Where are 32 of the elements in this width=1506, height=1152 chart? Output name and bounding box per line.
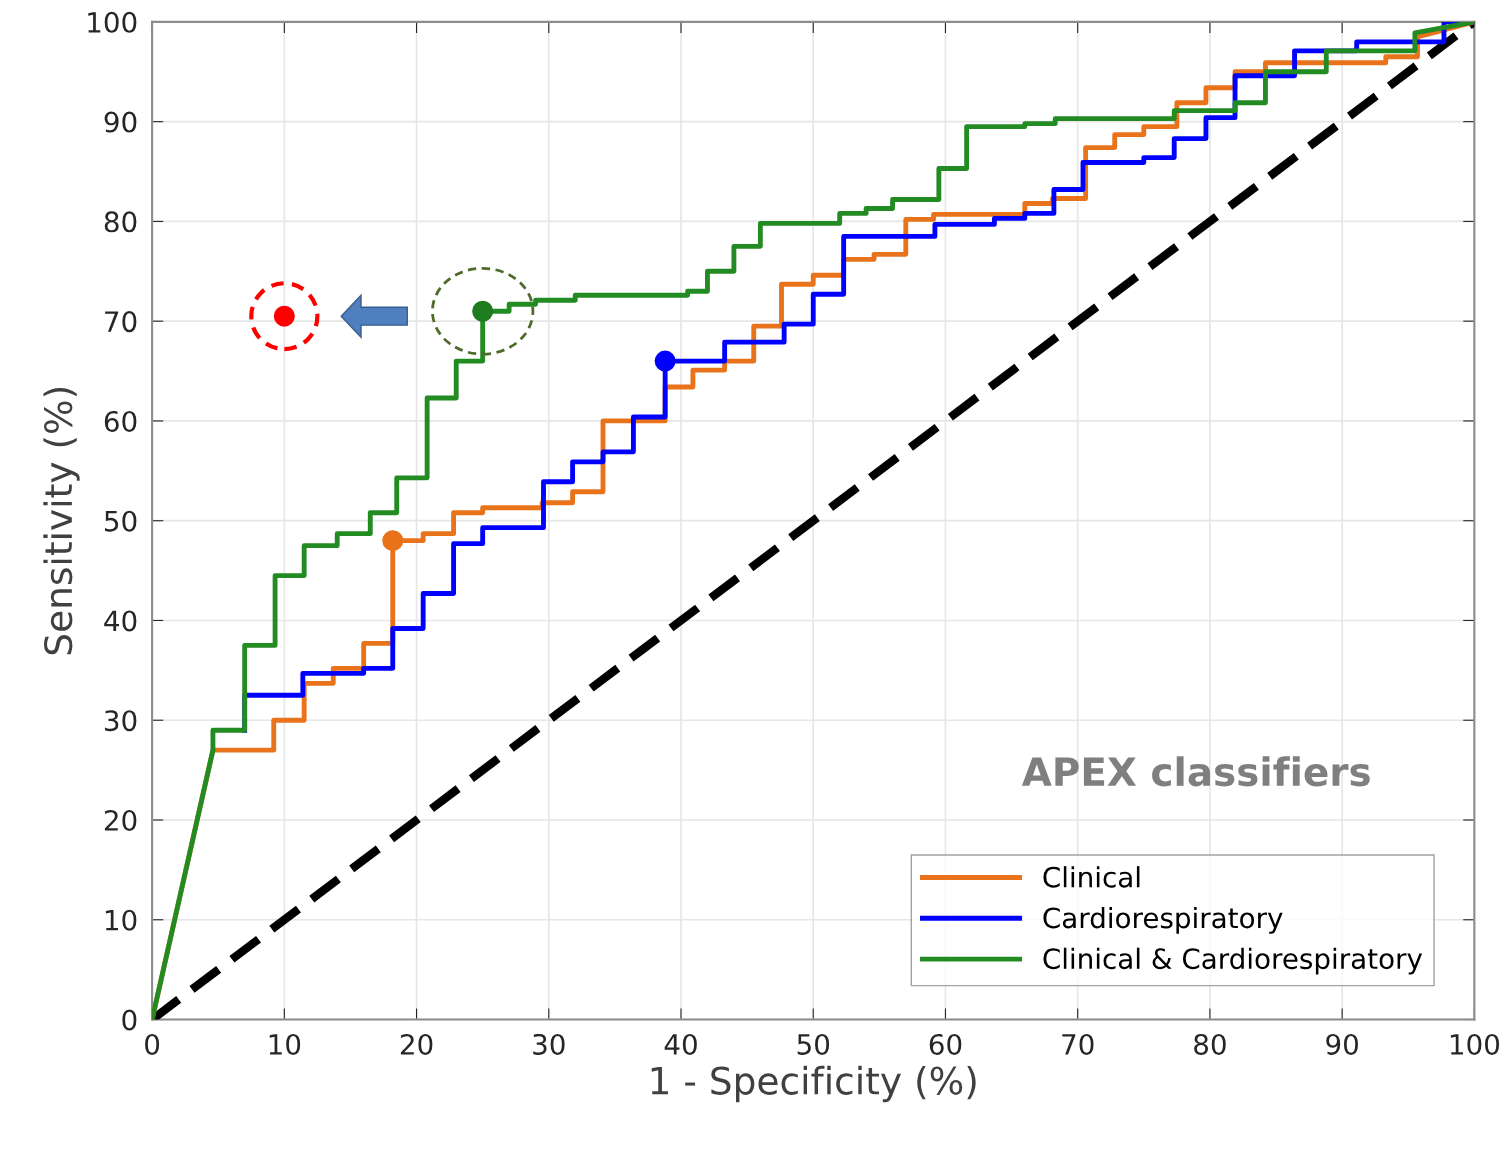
y-tick-label: 0	[122, 1009, 137, 1031]
point	[654, 350, 676, 372]
x-tick-label: 50	[797, 1033, 830, 1055]
legend-label: Clinical	[1043, 866, 1140, 888]
y-tick-label: 10	[105, 909, 137, 931]
point	[249, 281, 320, 352]
x-tick-label: 20	[400, 1033, 433, 1055]
x-tick-label: 30	[533, 1033, 565, 1055]
point	[382, 530, 404, 552]
x-axis-title: 1 - Specificity (%)	[651, 1065, 976, 1103]
x-tick-label: 10	[269, 1033, 301, 1055]
x-tick-label: 60	[929, 1033, 962, 1055]
y-tick-label: 60	[104, 410, 137, 432]
x-tick-label: 70	[1062, 1033, 1094, 1055]
x-tick-label: 40	[664, 1033, 697, 1055]
legend-label: Clinical & Cardiorespiratory	[1043, 947, 1423, 975]
legend-label: Cardiorespiratory	[1043, 906, 1283, 934]
y-tick-label: 40	[104, 610, 137, 632]
y-tick-label: 80	[104, 211, 137, 233]
y-tick-label: 90	[104, 111, 137, 133]
y-tick-label: 30	[104, 710, 137, 732]
y-axis-title: Sensitivity (%)	[43, 387, 80, 655]
y-tick-label: 100	[88, 11, 137, 33]
y-tick-label: 70	[105, 311, 137, 333]
x-tick-label: 100	[1450, 1033, 1500, 1055]
x-tick-label: 0	[145, 1033, 160, 1055]
x-tick-label: 90	[1326, 1033, 1358, 1055]
y-tick-label: 50	[105, 510, 137, 532]
y-tick-label: 20	[104, 809, 137, 831]
x-tick-label: 80	[1194, 1033, 1226, 1055]
point	[472, 300, 494, 322]
annotation: APEX classifiers	[1021, 756, 1370, 787]
